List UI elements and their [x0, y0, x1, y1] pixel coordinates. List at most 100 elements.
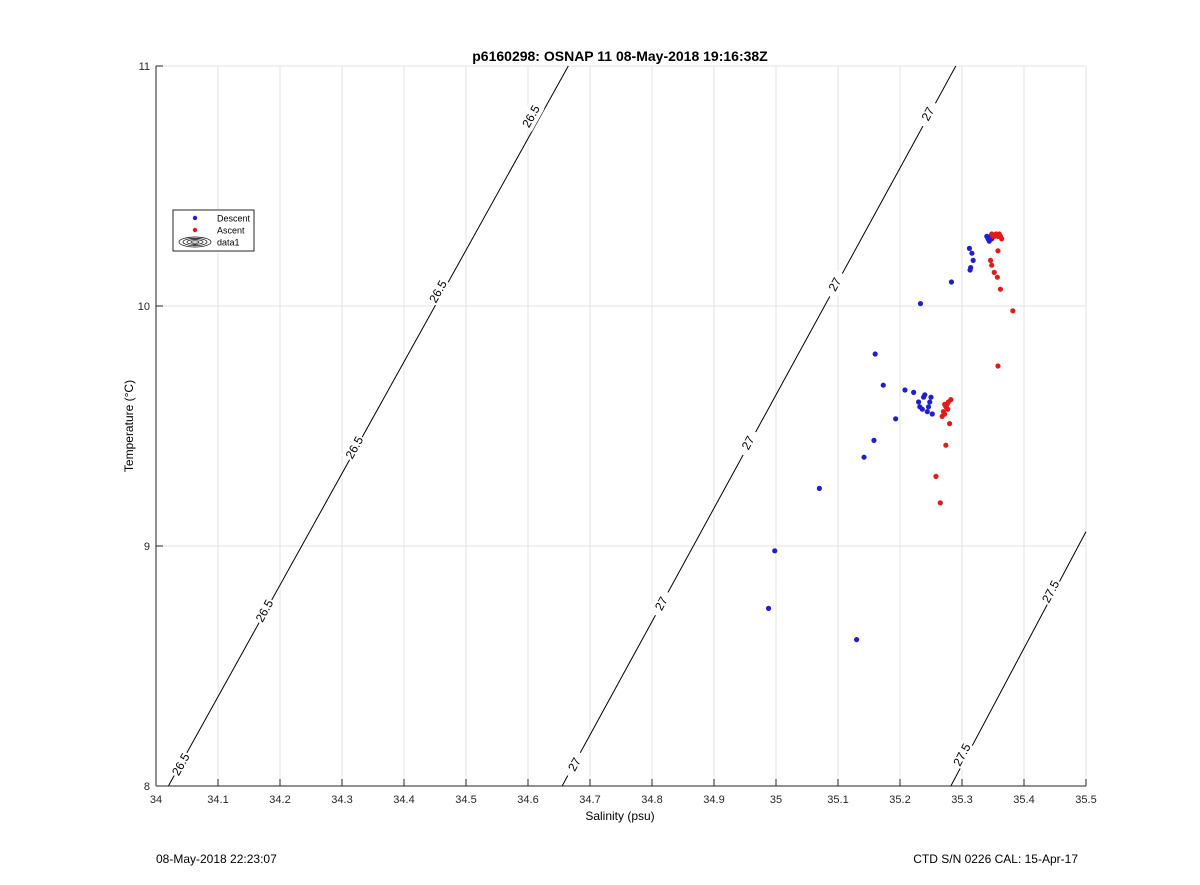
contour-label-bg: [914, 98, 942, 130]
x-tick-label: 34: [150, 794, 162, 806]
legend-marker-contour: [182, 238, 208, 246]
contour-line: [561, 65, 957, 787]
descent-point: [927, 399, 933, 405]
ascent-point: [937, 500, 943, 506]
legend-marker-contour: [190, 240, 200, 244]
legend-label: Descent: [217, 214, 251, 224]
legend-marker-descent: [192, 215, 198, 221]
descent-point: [925, 404, 932, 410]
y-tick-label: 9: [144, 541, 150, 553]
descent-point: [916, 399, 922, 405]
descent-point: [924, 409, 930, 415]
x-tick-label: 34.5: [455, 794, 476, 806]
ascent-point: [942, 401, 948, 407]
descent-point: [966, 245, 973, 251]
x-tick-label: 35.4: [1013, 794, 1034, 806]
contour-label-bg: [341, 432, 368, 463]
ascent-point: [994, 274, 1000, 280]
footer-instrument: CTD S/N 0226 CAL: 15-Apr-17: [913, 852, 1078, 866]
ascent-point: [990, 233, 996, 239]
ascent-point: [989, 262, 995, 268]
descent-point: [880, 382, 886, 388]
contour-label-bg: [734, 427, 762, 459]
x-tick-label: 35.3: [951, 794, 972, 806]
x-tick-label: 35.2: [889, 794, 910, 806]
descent-point: [969, 250, 975, 256]
contour-label: 27: [565, 755, 584, 774]
contour-line: [167, 65, 569, 787]
x-tick-label: 34.7: [579, 794, 600, 806]
ascent-point: [995, 363, 1001, 369]
descent-point: [816, 485, 823, 491]
descent-point: [854, 637, 860, 643]
descent-point: [967, 267, 973, 273]
ascent-point: [991, 269, 997, 275]
contour-label-bg: [251, 595, 278, 627]
contour-label: 27: [652, 594, 671, 613]
ascent-point: [997, 286, 1004, 292]
descent-point: [911, 389, 917, 395]
contour-label-bg: [167, 749, 195, 780]
descent-point: [871, 437, 877, 443]
descent-point: [893, 416, 899, 422]
legend-marker-ascent: [192, 227, 198, 233]
contour-label: 27: [739, 433, 758, 452]
descent-point: [917, 301, 924, 307]
legend-marker-contour: [178, 236, 212, 248]
ascent-point: [999, 236, 1005, 242]
ascent-point: [945, 406, 951, 412]
x-tick-label: 34.4: [393, 794, 414, 806]
contour-label-bg: [517, 101, 545, 132]
x-tick-label: 34.1: [207, 794, 228, 806]
ascent-point: [995, 248, 1001, 254]
y-tick-label: 10: [138, 301, 150, 313]
y-tick-label: 8: [144, 781, 150, 793]
legend-box: [172, 209, 255, 252]
contour-label-bg: [821, 269, 849, 300]
descent-point: [765, 605, 772, 612]
footer-timestamp: 08-May-2018 22:23:07: [156, 852, 277, 866]
contour-label-bg: [1037, 576, 1064, 607]
legend-label: Ascent: [217, 226, 245, 236]
ascent-point: [947, 421, 953, 427]
axes: 34 34.1 34.2 34.3 34.4 34.5 34.6 34.7 34.8 34.9 35…: [138, 61, 1097, 806]
descent-point: [861, 454, 867, 460]
x-tick-label: 34.8: [641, 794, 662, 806]
legend: Descent Ascent data1: [172, 209, 255, 252]
data-points: [765, 231, 1016, 643]
descent-point: [872, 351, 878, 357]
chart-title: p6160298: OSNAP 11 08-May-2018 19:16:38Z: [472, 48, 768, 64]
descent-point: [920, 394, 927, 400]
x-tick-label: 35.1: [827, 794, 848, 806]
contour-label-bg: [648, 588, 675, 619]
contour-label: 27: [919, 105, 938, 124]
contour-label: 27: [826, 275, 845, 294]
ascent-point: [943, 442, 949, 448]
x-tick-label: 35.5: [1075, 794, 1096, 806]
descent-point: [948, 279, 955, 285]
descent-point: [919, 406, 925, 412]
descent-point: [928, 394, 934, 400]
ascent-point: [933, 473, 939, 479]
ascent-point: [948, 397, 954, 403]
legend-marker-contour: [186, 239, 204, 245]
descent-point: [772, 548, 778, 554]
x-tick-label: 34.9: [703, 794, 724, 806]
descent-point: [929, 411, 935, 417]
y-tick-label: 11: [139, 61, 150, 73]
x-tick-label: 34.6: [517, 794, 538, 806]
contour-label-bg: [948, 739, 976, 771]
y-axis-label: Temperature (°C): [122, 380, 136, 472]
x-tick-label: 34.3: [331, 794, 352, 806]
ascent-point: [1010, 308, 1016, 314]
legend-label: data1: [217, 238, 240, 248]
x-tick-label: 35: [770, 794, 782, 806]
contour-line: [950, 531, 1087, 787]
ascent-point: [942, 411, 948, 417]
contour-label-bg: [561, 749, 588, 780]
x-axis-label: Salinity (psu): [585, 809, 654, 823]
contour-label-bg: [424, 276, 452, 307]
descent-point: [970, 257, 976, 263]
